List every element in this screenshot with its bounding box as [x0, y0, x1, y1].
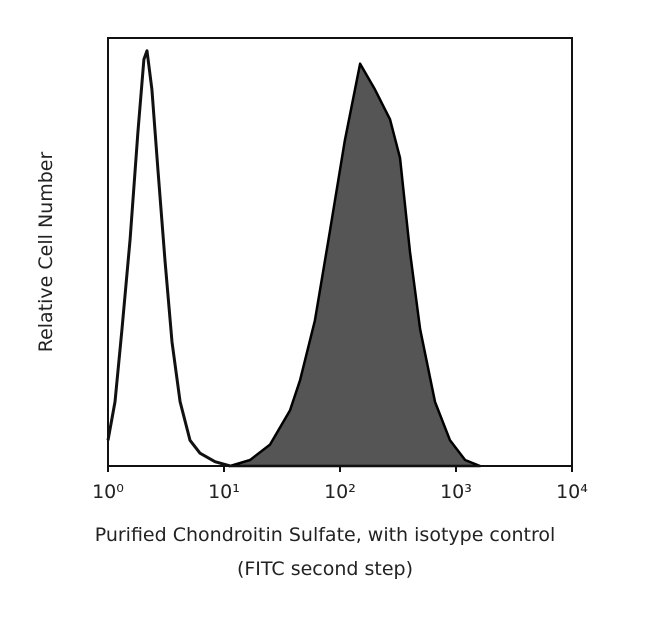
histogram-line [106, 49, 231, 468]
x-tick-label: 10² [324, 481, 356, 503]
y-axis-label: Relative Cell Number [35, 152, 57, 353]
x-tick-label: 10³ [440, 481, 472, 503]
histogram-area [228, 62, 482, 468]
x-tick-label: 10¹ [208, 481, 240, 503]
x-axis-label: (FITC second step) [237, 558, 413, 580]
x-axis-label: Purified Chondroitin Sulfate, with isoty… [95, 524, 556, 546]
x-tick-label: 10⁴ [556, 481, 588, 503]
x-tick-label: 10⁰ [92, 481, 124, 503]
